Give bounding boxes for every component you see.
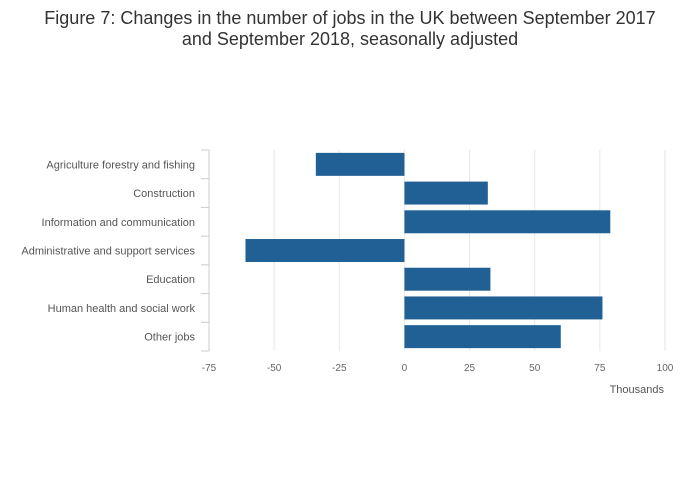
category-label: Construction [133, 188, 195, 200]
bar [315, 152, 405, 176]
category-label: Information and communication [42, 217, 195, 229]
x-tick-label: -50 [267, 363, 282, 374]
bar [404, 267, 491, 291]
category-label: Other jobs [144, 332, 195, 344]
chart-title: Figure 7: Changes in the number of jobs … [44, 8, 656, 49]
bar [404, 210, 611, 234]
x-tick-label: 75 [594, 363, 606, 374]
x-tick-label: -25 [332, 363, 347, 374]
x-tick-label: -75 [202, 363, 217, 374]
category-label: Education [146, 274, 195, 286]
category-label: Administrative and support services [21, 246, 195, 258]
x-tick-label: 100 [657, 363, 674, 374]
value-axis: -75 -50 -25 0 25 50 75 100 [202, 363, 674, 374]
bar [404, 296, 603, 320]
bar [404, 325, 561, 349]
x-tick-label: 50 [529, 363, 541, 374]
category-axis: Agriculture forestry and fishing Construc… [21, 149, 210, 352]
x-axis-unit-label: Thousands [610, 384, 665, 396]
category-label: Human health and social work [48, 303, 196, 315]
category-label: Agriculture forestry and fishing [46, 159, 195, 171]
x-tick-label: 0 [402, 363, 408, 374]
bars [245, 152, 611, 349]
bar [245, 239, 405, 262]
x-tick-label: 25 [464, 363, 476, 374]
bar [404, 181, 488, 205]
